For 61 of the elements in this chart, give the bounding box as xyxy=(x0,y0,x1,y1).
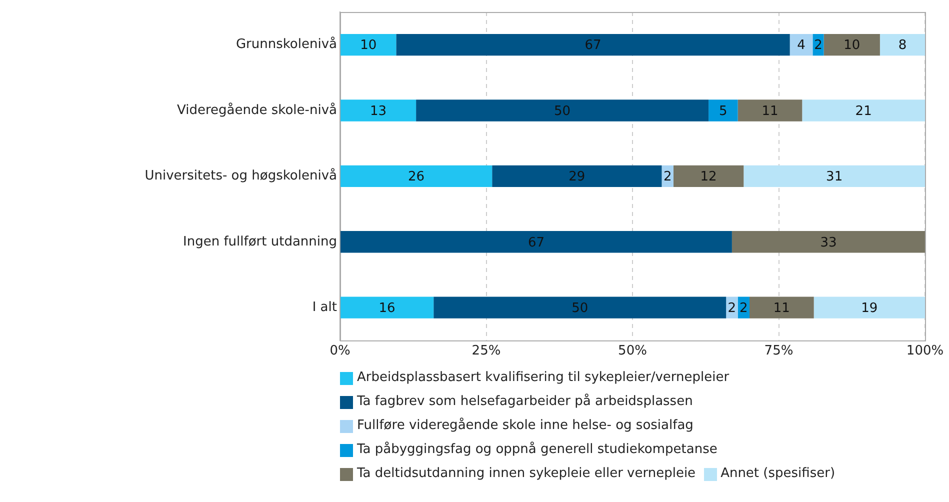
x-tick-label: 100% xyxy=(906,344,944,359)
data-label: 4 xyxy=(797,38,806,54)
data-label: 50 xyxy=(554,104,571,119)
data-label: 21 xyxy=(855,104,872,119)
data-label: 2 xyxy=(663,170,672,185)
legend-label: Ta fagbrev som helsefagarbeider på arbeidsplassen xyxy=(357,392,693,411)
y-tick-label: Grunnskolenivå xyxy=(236,36,337,52)
bar xyxy=(732,231,925,253)
bar xyxy=(340,231,732,253)
data-label: 67 xyxy=(584,38,602,54)
y-tick-label: Videregående skole-nivå xyxy=(177,102,337,118)
bar xyxy=(880,34,925,56)
data-label: 11 xyxy=(773,300,790,316)
data-label: 33 xyxy=(820,235,837,250)
bar xyxy=(738,100,802,122)
data-label: 5 xyxy=(719,104,728,119)
data-label: 19 xyxy=(861,300,878,316)
legend-label: Fullføre videregående skole inne helse- og sosialfag xyxy=(357,416,694,435)
bar xyxy=(434,296,726,318)
bar xyxy=(802,100,925,122)
data-label: 50 xyxy=(572,300,588,316)
bar xyxy=(340,296,434,318)
bar xyxy=(824,34,880,56)
legend-label: Arbeidsplassbasert kvalifisering til sykepleier/vernepleier xyxy=(357,369,730,387)
bar xyxy=(340,100,416,122)
data-label: 67 xyxy=(528,235,544,250)
data-label: 11 xyxy=(762,104,778,119)
data-label: 10 xyxy=(360,38,377,54)
legend-label: Ta påbyggingsfag og oppnå generell studiekompetanse xyxy=(357,440,718,459)
data-label: 2 xyxy=(740,300,748,316)
bar xyxy=(708,100,738,122)
bar xyxy=(416,100,709,122)
y-tick-label: Universitets- og høgskolenivå xyxy=(144,168,337,184)
bar xyxy=(790,34,813,56)
data-label: 29 xyxy=(568,170,586,185)
data-label: 26 xyxy=(408,170,425,185)
y-tick-label: Ingen fullført utdanning xyxy=(183,234,337,250)
data-label: 8 xyxy=(898,38,907,54)
data-label: 2 xyxy=(814,38,822,54)
bar xyxy=(726,296,738,318)
data-label: 10 xyxy=(844,38,860,54)
legend-label: Annet (spesifiser) xyxy=(720,465,836,483)
bar xyxy=(744,165,925,188)
data-label: 13 xyxy=(370,104,387,119)
y-tick-label: I alt xyxy=(312,300,337,315)
x-tick-label: 75% xyxy=(764,344,794,359)
legend-label: Ta deltidsutdanning innen sykepleie eller vernepleie xyxy=(357,465,696,483)
bar xyxy=(396,34,790,56)
bar xyxy=(814,296,925,318)
x-tick-label: 50% xyxy=(618,344,647,359)
x-tick-label: 25% xyxy=(472,344,501,359)
data-label: 16 xyxy=(378,300,396,316)
bar xyxy=(492,165,662,188)
bar xyxy=(750,296,814,318)
x-tick-label: 0% xyxy=(330,344,350,359)
data-label: 2 xyxy=(728,300,736,316)
bar xyxy=(673,165,744,188)
data-label: 31 xyxy=(826,170,843,185)
bar xyxy=(340,165,492,188)
data-label: 12 xyxy=(700,170,717,185)
bar xyxy=(340,34,396,56)
